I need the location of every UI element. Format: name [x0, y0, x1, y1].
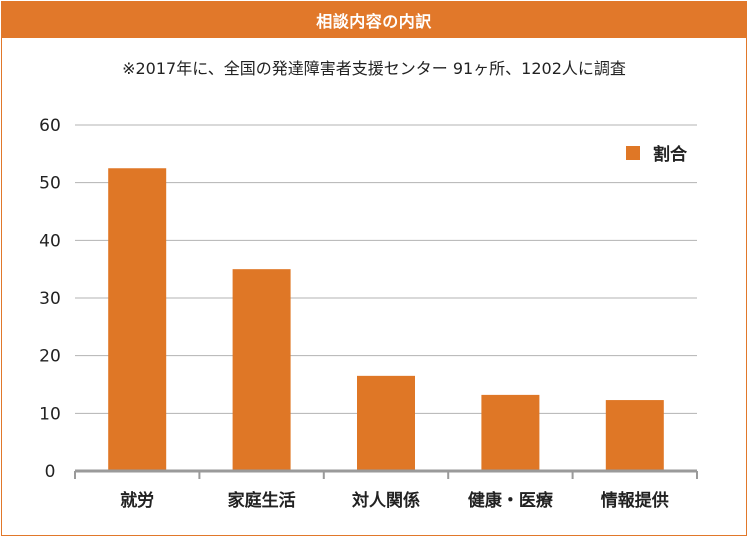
y-axis-ticks: 0 10 20 30 40 50 60 — [39, 116, 61, 482]
legend: 割合 — [626, 144, 688, 165]
bar — [357, 375, 415, 471]
bar — [605, 400, 664, 471]
grid-lines — [75, 124, 697, 414]
x-axis: 就労 家庭生活 対人関係 健康・医療 情報提供 — [74, 469, 698, 511]
x-tick-label: 就労 — [120, 490, 154, 511]
bar — [481, 394, 540, 471]
bars — [108, 168, 664, 471]
y-tick-label: 60 — [39, 116, 61, 136]
x-tick-label: 情報提供 — [601, 490, 669, 511]
y-tick-label: 0 — [45, 462, 56, 482]
x-tick-label: 対人関係 — [351, 490, 420, 511]
chart-title: 相談内容の内訳 — [316, 12, 432, 31]
title-bar: 相談内容の内訳 — [2, 2, 746, 38]
y-tick-label: 20 — [39, 347, 61, 367]
chart-subtitle: ※2017年に、全国の発達障害者支援センター 91ヶ所、1202人に調査 — [122, 59, 626, 78]
y-tick-label: 30 — [39, 289, 61, 309]
legend-label: 割合 — [653, 144, 688, 165]
x-tick-label: 健康・医療 — [468, 490, 554, 511]
y-tick-label: 40 — [39, 231, 61, 251]
bar — [108, 168, 167, 471]
y-tick-label: 10 — [39, 404, 61, 424]
x-tick-label: 家庭生活 — [228, 490, 296, 511]
bar — [232, 269, 291, 471]
legend-swatch — [626, 146, 640, 160]
y-tick-label: 50 — [39, 174, 61, 194]
